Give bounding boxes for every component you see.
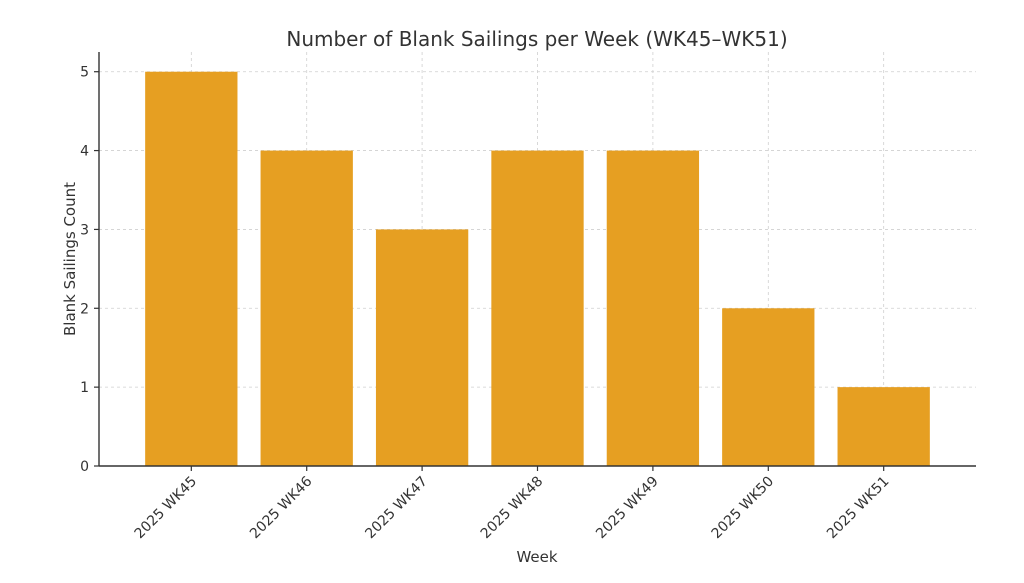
x-tick-label: 2025 WK46: [247, 473, 316, 542]
y-axis-label: Blank Sailings Count: [61, 182, 79, 336]
x-ticks: 2025 WK45 2025 WK46 2025 WK47 2025 WK48 2025…: [132, 466, 893, 542]
bar: [606, 150, 700, 467]
bar: [145, 71, 238, 466]
x-axis-label: Week: [516, 548, 557, 566]
bar: [837, 387, 930, 466]
y-tick-label: 2: [80, 301, 89, 317]
x-tick-label: 2025 WK49: [593, 474, 662, 543]
y-tick-label: 0: [80, 459, 89, 475]
y-tick-label: 1: [80, 380, 89, 396]
bar: [491, 150, 584, 467]
chart-title: Number of Blank Sailings per Week (WK45–…: [286, 27, 787, 51]
y-tick-label: 3: [80, 222, 89, 238]
bar: [722, 308, 815, 466]
x-tick-label: 2025 WK50: [709, 474, 778, 543]
x-tick-label: 2025 WK48: [478, 474, 547, 543]
bars: [145, 71, 930, 467]
bar: [375, 229, 469, 466]
bar: [260, 150, 353, 467]
x-tick-label: 2025 WK47: [362, 474, 431, 543]
y-tick-label: 4: [80, 144, 89, 160]
y-tick-label: 5: [80, 65, 89, 81]
x-tick-label: 2025 WK45: [132, 474, 201, 543]
x-tick-label: 2025 WK51: [824, 474, 893, 543]
y-ticks: 0 1 2 3 4 5: [80, 65, 99, 475]
